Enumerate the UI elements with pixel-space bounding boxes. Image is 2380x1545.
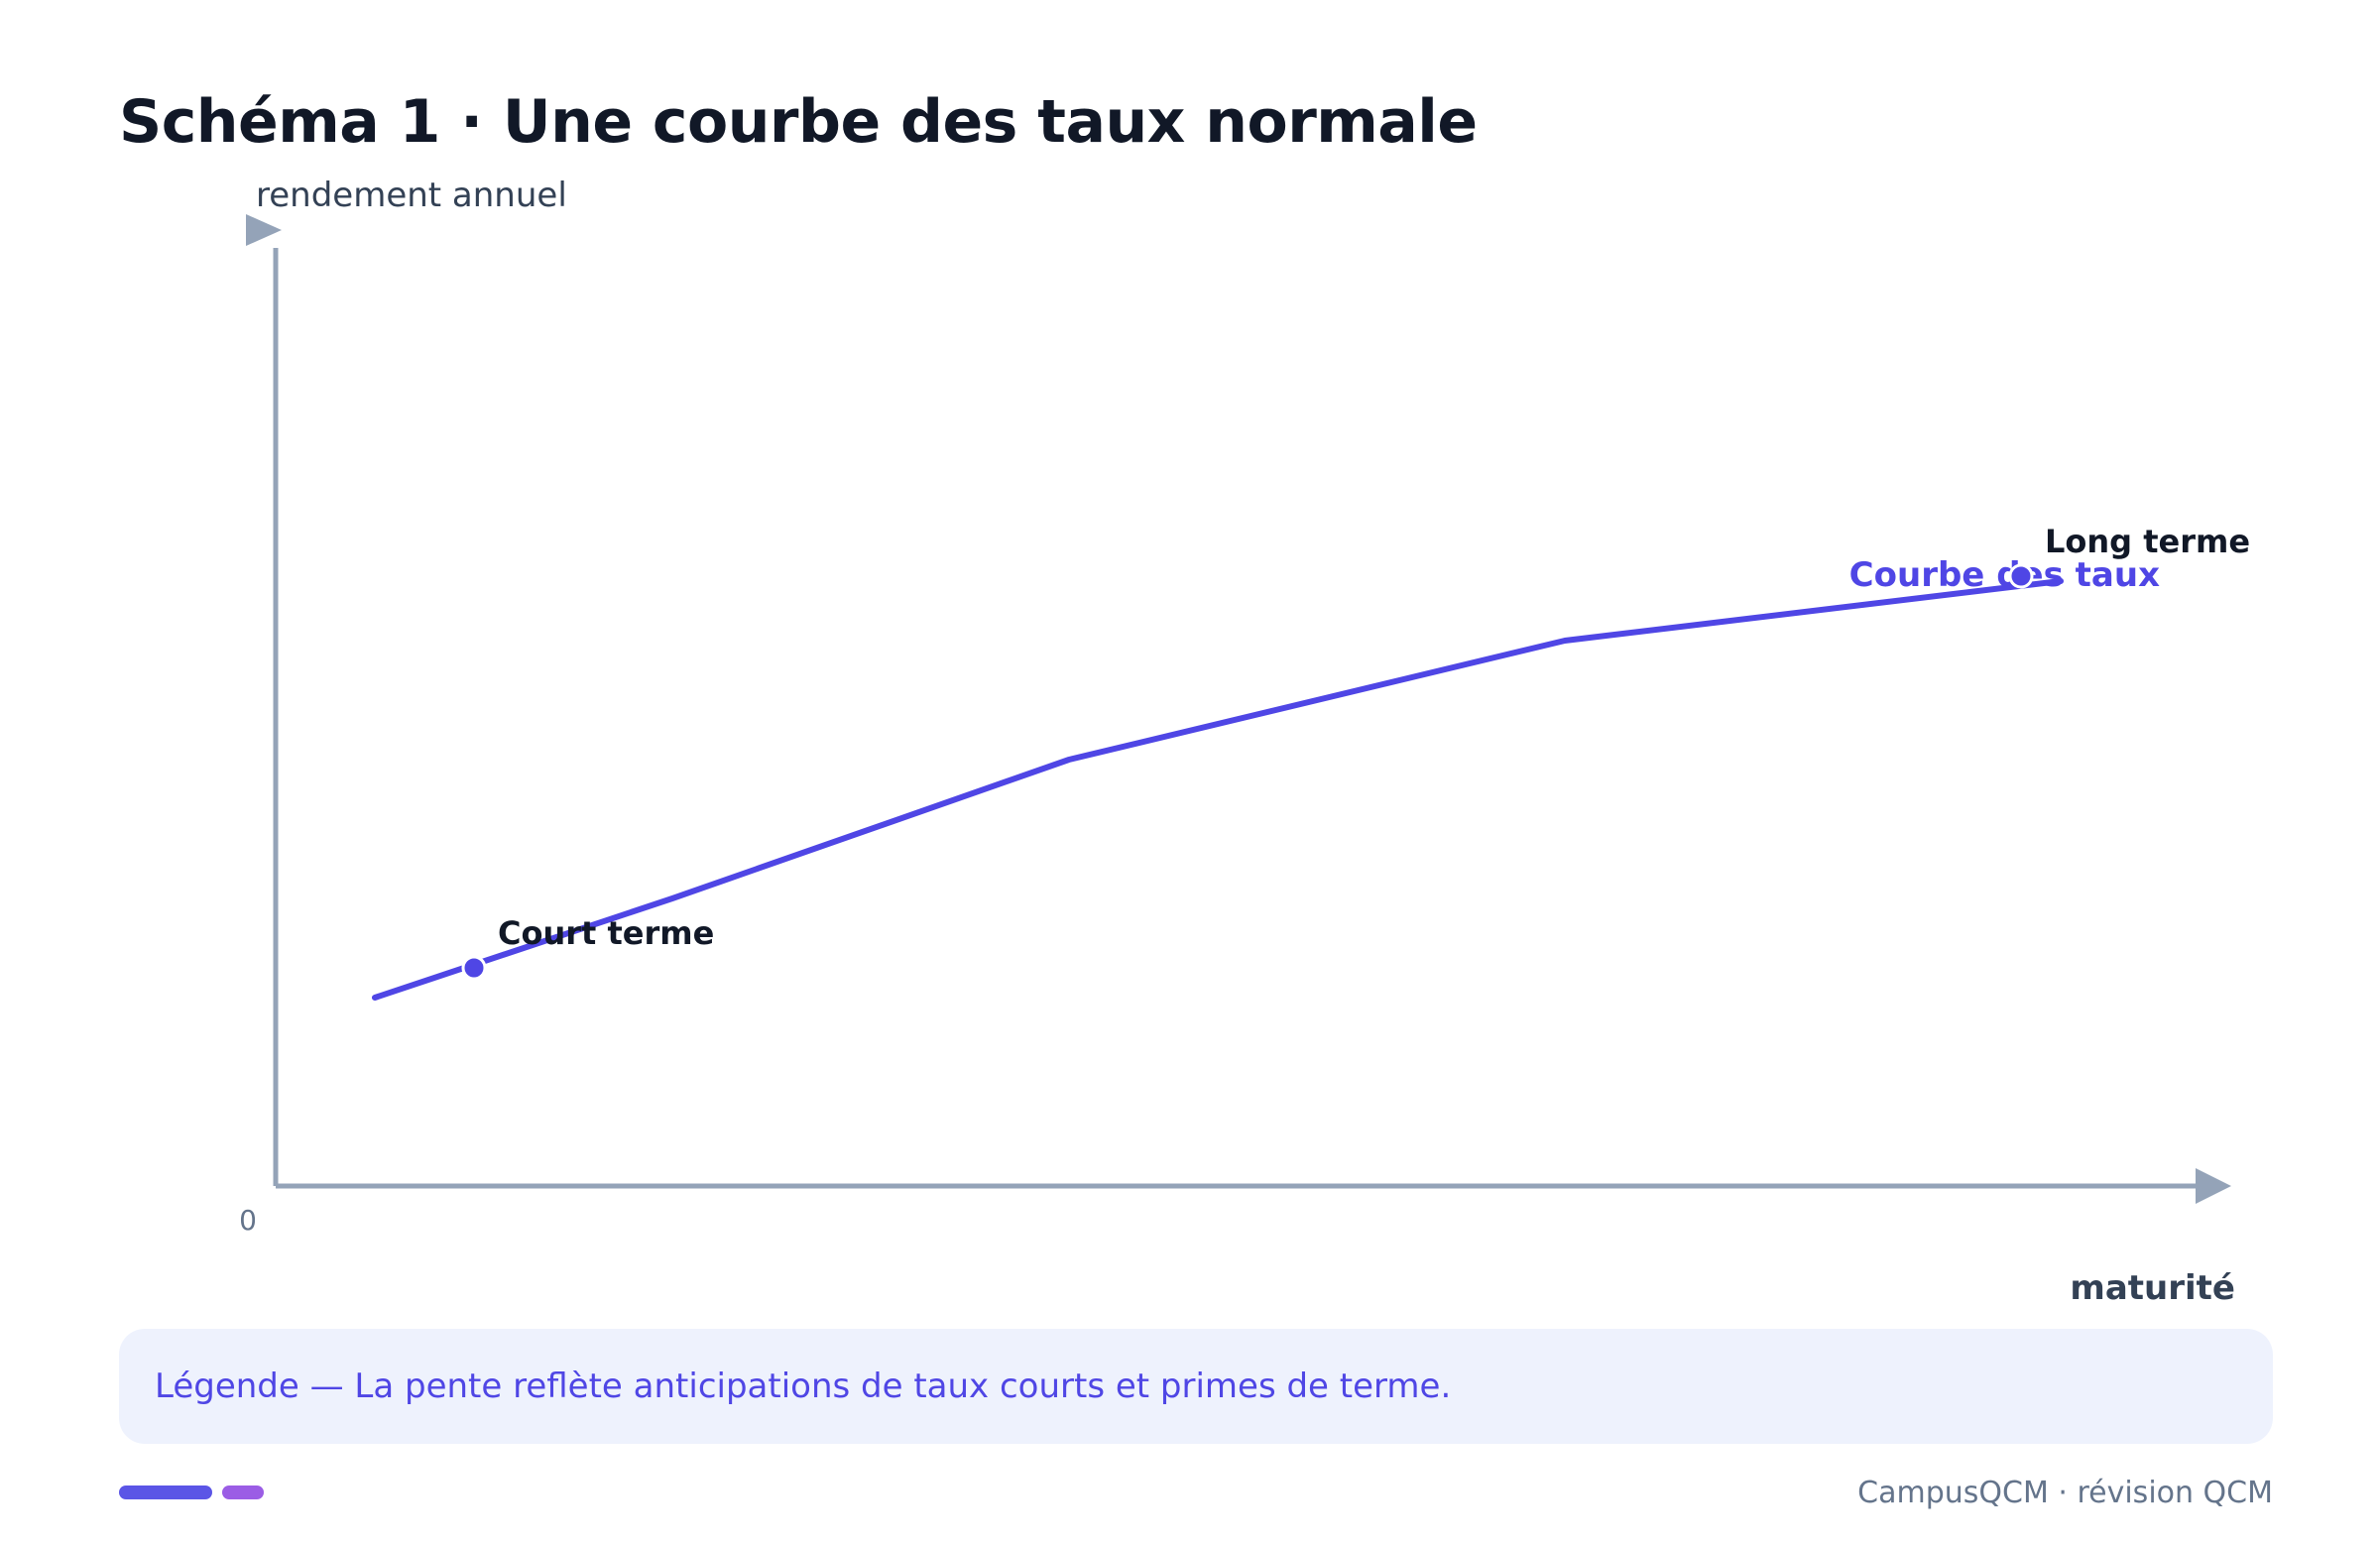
x-axis-arrow-icon xyxy=(2196,1168,2231,1204)
legend-box: Légende — La pente reflète anticipations… xyxy=(119,1329,2273,1444)
brand-bar-secondary xyxy=(222,1486,264,1499)
origin-label: 0 xyxy=(239,1204,257,1237)
series-label-0: Courbe des taux xyxy=(1849,555,2160,595)
annotation-point-0 xyxy=(461,955,487,981)
page-title: Schéma 1 · Une courbe des taux normale xyxy=(119,87,1478,157)
annotation-label-1: Long terme xyxy=(2045,523,2250,560)
brand-bar-primary xyxy=(119,1486,212,1499)
legend-text: Légende — La pente reflète anticipations… xyxy=(155,1367,1452,1406)
footer-brand: CampusQCM · révision QCM xyxy=(1857,1476,2273,1510)
yield-curve-chart: rendement annuel maturité 0 Courbe des t… xyxy=(239,176,2250,1308)
x-axis-label: maturité xyxy=(2070,1268,2235,1308)
y-axis-label: rendement annuel xyxy=(256,176,567,215)
y-axis-arrow-icon xyxy=(246,214,282,246)
annotation-label-0: Court terme xyxy=(498,914,714,952)
series-line-0 xyxy=(372,578,2064,1001)
annotation-point-1 xyxy=(2008,563,2034,589)
